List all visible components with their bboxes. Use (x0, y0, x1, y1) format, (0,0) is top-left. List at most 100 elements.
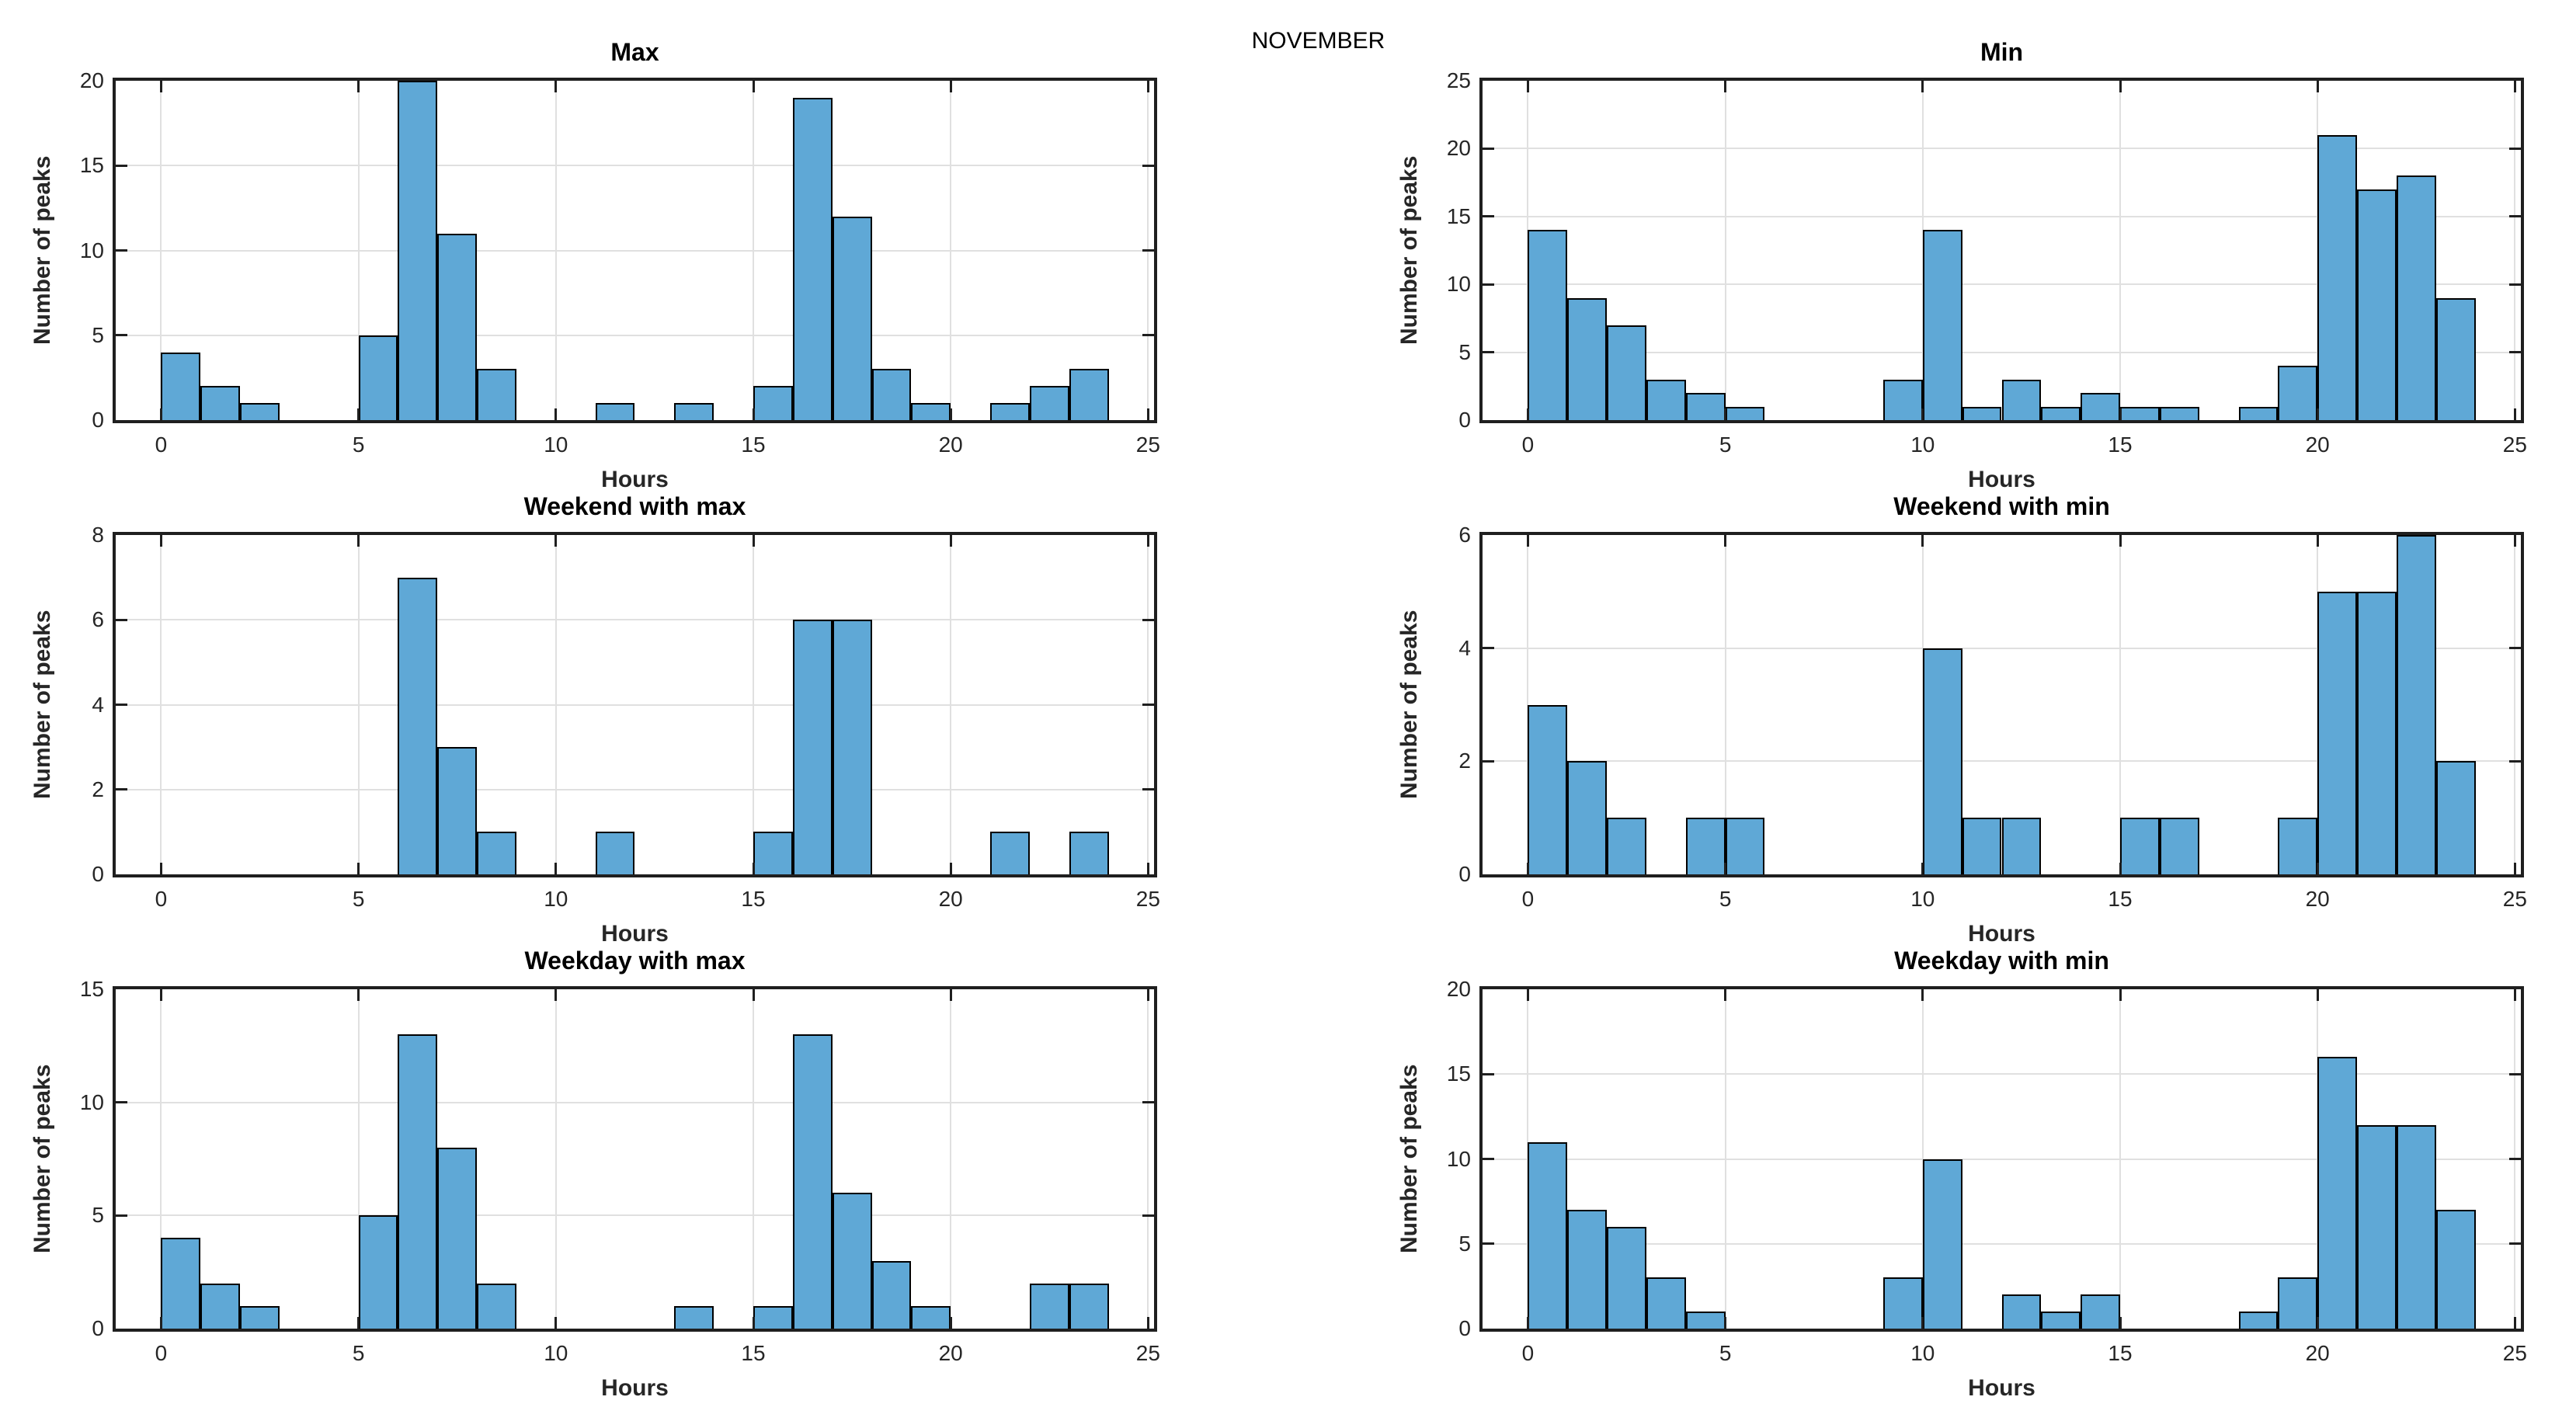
x-tick-mark (752, 989, 755, 1001)
histogram-bar (2159, 818, 2199, 874)
x-tick-mark (1526, 81, 1529, 92)
histogram-bar (200, 1283, 241, 1329)
histogram-bar (595, 832, 635, 874)
histogram-bar (398, 577, 438, 874)
x-tick-mark (1146, 81, 1149, 92)
x-tick-label: 0 (155, 1341, 168, 1365)
x-tick-mark (2316, 989, 2319, 1001)
y-tick-mark (1483, 759, 1494, 763)
histogram-bar (990, 403, 1030, 420)
y-gridline (116, 704, 1154, 706)
subplot-min: Min Number of peaks Hours 0 5 10 15 20 25 0 5 10… (1396, 38, 2527, 492)
y-gridline (1483, 283, 2521, 286)
histogram-bar (2435, 761, 2476, 874)
x-tick-mark (2316, 863, 2319, 874)
y-gridline (116, 165, 1154, 167)
y-axis-label: Number of peaks (30, 155, 55, 346)
x-tick-mark (2119, 863, 2122, 874)
x-tick-mark (554, 408, 558, 420)
x-tick-mark (554, 863, 558, 874)
histogram-bar (2396, 1124, 2436, 1329)
histogram-bar (674, 1305, 714, 1329)
y-tick-label: 5 (92, 322, 104, 347)
y-gridline (116, 249, 1154, 252)
y-tick-mark (2509, 215, 2521, 218)
x-gridline (2119, 535, 2121, 874)
histogram-bar (1922, 1159, 1962, 1329)
histogram-bar (792, 97, 833, 420)
histogram-bar (1528, 1141, 1568, 1329)
y-tick-label: 8 (92, 523, 104, 547)
histogram-bar (1882, 379, 1923, 420)
histogram-bar (792, 1034, 833, 1329)
y-tick-mark (2509, 1242, 2521, 1246)
histogram-bar (1962, 406, 2002, 420)
x-tick-mark (2119, 81, 2122, 92)
subplot-max: Max Number of peaks Hours 0 5 10 15 20 25 0 5 10… (30, 38, 1160, 492)
y-tick-label: 10 (79, 1089, 104, 1114)
x-tick-mark (2119, 535, 2122, 547)
y-gridline (116, 788, 1154, 790)
x-gridline (357, 989, 360, 1329)
histogram-bar (358, 1215, 398, 1329)
x-tick-mark (159, 81, 162, 92)
y-tick-mark (116, 1101, 127, 1104)
histogram-bar (792, 620, 833, 874)
y-tick-mark (1483, 1158, 1494, 1160)
histogram-bar (871, 1260, 912, 1329)
x-tick-mark (357, 81, 360, 92)
x-tick-label: 5 (352, 433, 365, 457)
y-tick-mark (116, 704, 127, 706)
y-tick-label: 20 (1446, 977, 1471, 1001)
x-tick-mark (1146, 535, 1149, 547)
histogram-bar (437, 233, 478, 420)
x-tick-label: 25 (2502, 433, 2527, 457)
y-gridline (1483, 215, 2521, 217)
x-tick-label: 15 (2108, 887, 2133, 911)
histogram-bar (161, 1238, 201, 1329)
histogram-bar (2357, 189, 2397, 420)
x-tick-mark (1724, 1317, 1727, 1329)
x-tick-mark (1724, 408, 1727, 420)
x-tick-mark (357, 408, 360, 420)
histogram-bar (2001, 1294, 2042, 1329)
x-tick-label: 10 (1910, 887, 1935, 911)
x-tick-label: 25 (1135, 887, 1160, 911)
histogram-bar (2120, 818, 2160, 874)
histogram-bar (2435, 1210, 2476, 1329)
histogram-bar (2041, 406, 2081, 420)
y-tick-mark (116, 618, 127, 621)
x-gridline (160, 989, 162, 1329)
x-tick-mark (2513, 989, 2516, 1001)
histogram-bar (911, 403, 951, 420)
y-tick-mark (1142, 249, 1154, 252)
x-tick-mark (2316, 81, 2319, 92)
x-tick-mark (1921, 408, 1924, 420)
y-tick-mark (116, 1214, 127, 1217)
x-tick-label: 20 (938, 433, 963, 457)
x-tick-mark (949, 81, 952, 92)
y-tick-mark (2509, 647, 2521, 650)
histogram-bar (2357, 1124, 2397, 1329)
y-tick-mark (1483, 1242, 1494, 1246)
y-tick-label: 10 (79, 238, 104, 262)
histogram-bar (2317, 1057, 2358, 1329)
chart-title: Weekday with max (524, 947, 746, 975)
x-tick-label: 25 (1135, 433, 1160, 457)
x-tick-mark (357, 535, 360, 547)
x-gridline (554, 989, 557, 1329)
x-tick-mark (159, 989, 162, 1001)
x-tick-label: 5 (352, 1341, 365, 1365)
x-tick-mark (752, 81, 755, 92)
y-gridline (116, 1214, 1154, 1217)
histogram-bar (871, 369, 912, 420)
y-tick-label: 0 (92, 1316, 104, 1340)
y-gridline (1483, 148, 2521, 150)
histogram-bar (1069, 1283, 1109, 1329)
x-tick-mark (949, 863, 952, 874)
x-tick-mark (554, 1317, 558, 1329)
x-tick-mark (2513, 408, 2516, 420)
x-tick-mark (1526, 1317, 1529, 1329)
y-tick-mark (1483, 1072, 1494, 1075)
